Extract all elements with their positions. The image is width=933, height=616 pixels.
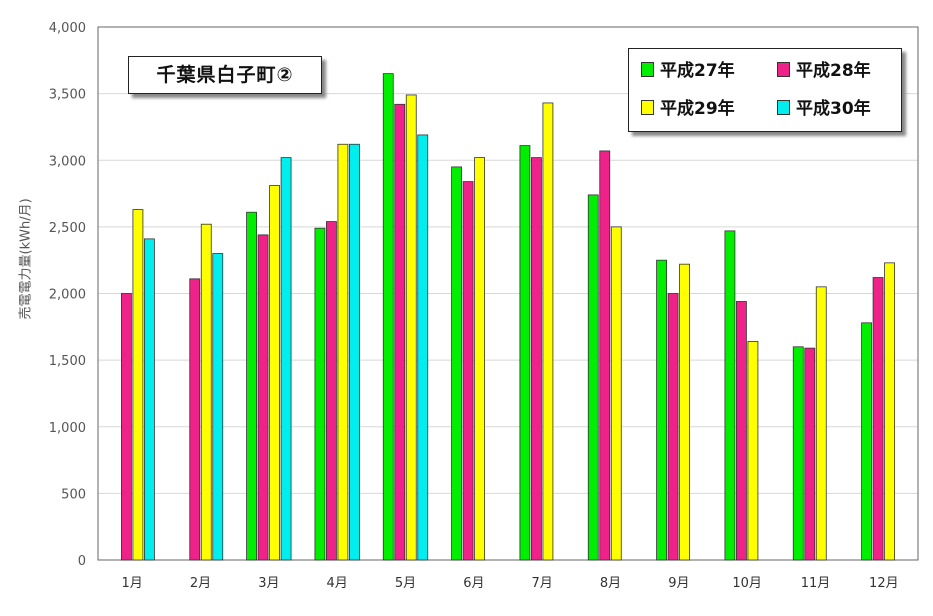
bar xyxy=(872,277,884,561)
bar xyxy=(144,238,155,561)
bar xyxy=(349,143,360,561)
x-tick-label: 9月 xyxy=(668,576,689,591)
legend-label: 平成30年 xyxy=(796,99,871,119)
legend-item: 平成30年 xyxy=(777,97,871,121)
bar xyxy=(269,185,280,561)
x-tick-label: 3月 xyxy=(258,576,279,591)
legend-swatch xyxy=(777,100,790,115)
bar xyxy=(200,223,212,561)
bar xyxy=(246,211,257,561)
x-tick-label: 6月 xyxy=(463,576,484,591)
bar xyxy=(667,293,679,561)
y-tick-label: 2,000 xyxy=(49,288,86,303)
plot-border xyxy=(97,26,919,561)
bar xyxy=(189,278,201,561)
bar xyxy=(599,150,611,561)
bar xyxy=(417,134,429,561)
y-tick-label: 1,500 xyxy=(49,354,86,369)
legend-label: 平成27年 xyxy=(660,61,735,81)
bar xyxy=(792,346,804,561)
y-axis-ticks: 0 500 1,000 1,500 2,000 2,500 3,000 3,500 4,000 xyxy=(49,21,86,569)
bar xyxy=(736,301,747,561)
legend-swatch xyxy=(641,100,654,115)
chart-title: 千葉県白子町② xyxy=(128,56,322,94)
legend-swatch xyxy=(777,62,790,77)
bar xyxy=(132,209,144,561)
x-axis-ticks: 1月 2月 3月 4月 5月 6月 7月 8月 9月 10月 11月 12月 xyxy=(122,576,899,591)
x-tick-label: 10月 xyxy=(732,576,762,591)
y-tick-label: 3,000 xyxy=(49,154,86,169)
bar xyxy=(451,166,462,561)
x-tick-label: 8月 xyxy=(600,576,621,591)
bar xyxy=(656,259,667,561)
bar xyxy=(326,221,337,561)
y-tick-label: 500 xyxy=(61,487,86,502)
legend: 平成27年 平成28年 平成29年 平成30年 xyxy=(628,48,902,132)
legend-item: 平成27年 xyxy=(641,59,735,83)
bar xyxy=(519,145,531,561)
legend-item: 平成29年 xyxy=(641,97,735,121)
bar xyxy=(212,253,224,561)
bar xyxy=(861,322,872,561)
bar xyxy=(337,143,349,561)
bar xyxy=(679,263,690,561)
bar xyxy=(531,157,542,561)
bar xyxy=(587,194,599,561)
bar xyxy=(382,73,394,561)
y-axis-label: 売電電力量(kWh/月) xyxy=(18,198,34,320)
bar xyxy=(542,102,554,561)
bar xyxy=(121,293,132,561)
bar xyxy=(724,230,736,561)
bars xyxy=(121,73,895,561)
y-tick-label: 0 xyxy=(78,554,86,569)
bar xyxy=(314,227,326,561)
y-tick-label: 2,500 xyxy=(49,221,86,236)
bar xyxy=(474,157,485,561)
y-tick-label: 4,000 xyxy=(49,21,86,36)
x-tick-label: 1月 xyxy=(122,576,143,591)
bar xyxy=(610,226,622,561)
legend-item: 平成28年 xyxy=(777,59,871,83)
bar xyxy=(804,347,816,561)
x-tick-label: 11月 xyxy=(801,576,831,591)
x-tick-label: 2月 xyxy=(190,576,211,591)
bar xyxy=(884,262,895,561)
bar xyxy=(280,157,292,561)
x-tick-label: 5月 xyxy=(395,576,416,591)
y-tick-label: 3,500 xyxy=(49,88,86,103)
x-tick-label: 7月 xyxy=(532,576,553,591)
plot-area xyxy=(97,26,919,561)
x-tick-label: 12月 xyxy=(869,576,899,591)
bar xyxy=(815,286,827,561)
legend-label: 平成29年 xyxy=(660,99,735,119)
legend-swatch xyxy=(641,62,654,77)
bar xyxy=(394,103,406,561)
bar xyxy=(747,341,759,561)
y-tick-label: 1,000 xyxy=(49,421,86,436)
bar xyxy=(462,181,474,561)
bar xyxy=(405,94,417,561)
bar xyxy=(257,234,269,561)
x-tick-label: 4月 xyxy=(327,576,348,591)
legend-label: 平成28年 xyxy=(796,61,871,81)
